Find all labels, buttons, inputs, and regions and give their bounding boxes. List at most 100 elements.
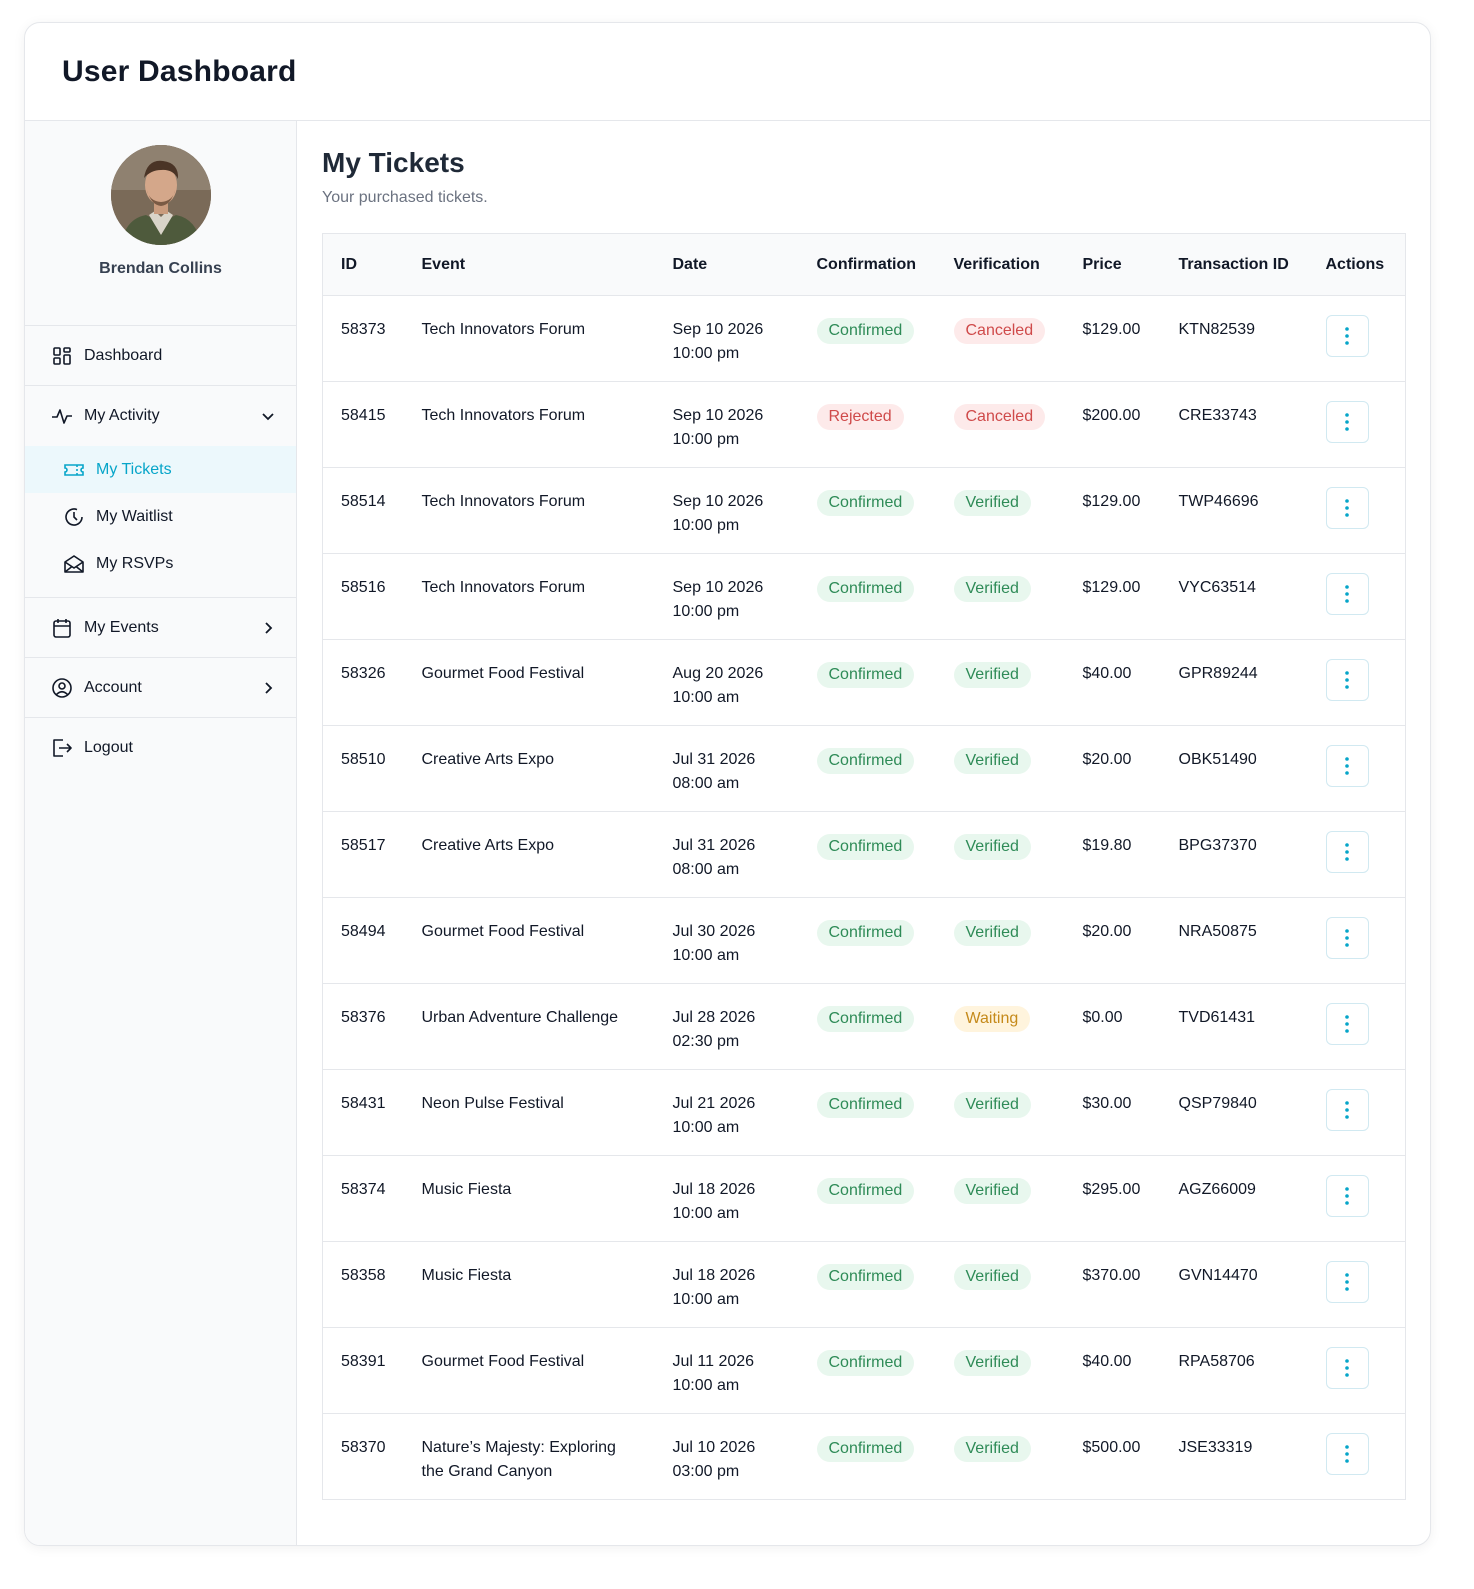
verification-badge: Verified <box>953 920 1031 946</box>
sidebar-item-my-events[interactable]: My Events <box>25 598 296 658</box>
sidebar-item-my-rsvps[interactable]: My RSVPs <box>25 540 296 587</box>
table-row: 58373 Tech Innovators Forum Sep 10 2026 10:… <box>322 296 1406 382</box>
column-header-verification[interactable]: Verification <box>935 233 1065 296</box>
row-actions-button[interactable] <box>1325 401 1369 443</box>
pulse-icon <box>51 405 73 427</box>
cell-date-time: 10:00 am <box>672 1291 740 1308</box>
cell-verification: Verified <box>936 898 1065 984</box>
ticket-icon <box>63 459 85 481</box>
cell-transaction-id: RPA58706 <box>1178 1353 1255 1370</box>
cell-transaction-id: NRA50875 <box>1178 923 1257 940</box>
row-actions-button[interactable] <box>1325 1433 1369 1475</box>
cell-id: 58374 <box>341 1181 386 1198</box>
cell-date-time: 10:00 am <box>672 947 740 964</box>
grid-icon <box>51 345 73 367</box>
cell-date-day: Jul 28 2026 <box>672 1009 756 1026</box>
row-actions-button[interactable] <box>1325 745 1369 787</box>
verification-badge: Verified <box>953 662 1031 688</box>
chevron-right-icon <box>260 680 276 696</box>
cell-date-time: 10:00 am <box>672 1377 740 1394</box>
cell-transaction-id: GVN14470 <box>1178 1267 1258 1284</box>
cell-date-day: Aug 20 2026 <box>672 665 764 682</box>
table-row: 58431 Neon Pulse Festival Jul 21 2026 10:00… <box>322 1070 1406 1156</box>
cell-actions <box>1308 1070 1406 1156</box>
cell-date-day: Sep 10 2026 <box>672 321 764 338</box>
row-actions-button[interactable] <box>1325 573 1369 615</box>
confirmation-badge: Rejected <box>816 404 904 430</box>
cell-date: Aug 20 2026 10:00 am <box>655 640 799 726</box>
cell-actions <box>1308 382 1406 468</box>
row-actions-button[interactable] <box>1325 1175 1369 1217</box>
cell-verification: Verified <box>936 640 1065 726</box>
cell-transaction-id: BPG37370 <box>1178 837 1257 854</box>
sidebar-item-my-tickets[interactable]: My Tickets <box>25 446 296 493</box>
sidebar-item-label: Dashboard <box>84 346 163 364</box>
row-actions-button[interactable] <box>1325 917 1369 959</box>
verification-badge: Verified <box>953 748 1031 774</box>
column-header-date[interactable]: Date <box>654 233 799 296</box>
cell-actions <box>1308 296 1406 382</box>
column-header-price[interactable]: Price <box>1064 233 1161 296</box>
cell-id: 58326 <box>341 665 386 682</box>
sidebar-item-activity[interactable]: My Activity <box>25 386 296 446</box>
sidebar-item-dashboard[interactable]: Dashboard <box>25 326 296 386</box>
cell-date-day: Sep 10 2026 <box>672 493 764 510</box>
cell-date-time: 10:00 am <box>672 1119 740 1136</box>
cell-event: Music Fiesta <box>421 1267 512 1284</box>
confirmation-badge: Confirmed <box>816 1092 915 1118</box>
table-row: 58494 Gourmet Food Festival Jul 30 2026 10:… <box>322 898 1406 984</box>
cell-actions <box>1308 1242 1406 1328</box>
column-header-confirmation[interactable]: Confirmation <box>798 233 936 296</box>
cell-transaction-id: OBK51490 <box>1178 751 1257 768</box>
sidebar-item-label: My Tickets <box>96 460 172 478</box>
cell-confirmation: Confirmed <box>799 296 936 382</box>
kebab-icon <box>1344 1358 1350 1378</box>
sidebar-item-account[interactable]: Account <box>25 658 296 718</box>
row-actions-button[interactable] <box>1325 487 1369 529</box>
cell-confirmation: Confirmed <box>799 726 936 812</box>
row-actions-button[interactable] <box>1325 315 1369 357</box>
confirmation-badge: Confirmed <box>816 490 915 516</box>
sidebar-item-logout[interactable]: Logout <box>25 718 296 778</box>
kebab-icon <box>1344 584 1350 604</box>
cell-date: Jul 10 2026 03:00 pm <box>655 1414 799 1500</box>
verification-badge: Canceled <box>953 318 1046 344</box>
column-header-event[interactable]: Event <box>403 233 655 296</box>
column-header-actions: Actions <box>1307 233 1406 296</box>
column-header-transaction-id[interactable]: Transaction ID <box>1160 233 1308 296</box>
cell-confirmation: Confirmed <box>799 984 936 1070</box>
cell-event: Nature’s Majesty: Exploring the Grand Ca… <box>421 1439 616 1480</box>
cell-confirmation: Confirmed <box>799 812 936 898</box>
cell-price: $500.00 <box>1082 1439 1141 1456</box>
row-actions-button[interactable] <box>1325 1003 1369 1045</box>
row-actions-button[interactable] <box>1325 831 1369 873</box>
row-actions-button[interactable] <box>1325 1347 1369 1389</box>
chevron-right-icon <box>260 620 276 636</box>
sidebar-item-my-waitlist[interactable]: My Waitlist <box>25 493 296 540</box>
tickets-table: ID Event Date Confirmation Verification … <box>322 233 1406 1500</box>
cell-date-day: Jul 18 2026 <box>672 1267 756 1284</box>
kebab-icon <box>1344 1444 1350 1464</box>
cell-date-day: Jul 30 2026 <box>672 923 756 940</box>
table-row: 58326 Gourmet Food Festival Aug 20 2026 10:… <box>322 640 1406 726</box>
cell-verification: Verified <box>936 1328 1065 1414</box>
cell-transaction-id: CRE33743 <box>1178 407 1257 424</box>
sidebar-item-label: My RSVPs <box>96 554 174 572</box>
cell-verification: Canceled <box>936 382 1065 468</box>
row-actions-button[interactable] <box>1325 1089 1369 1131</box>
table-body: 58373 Tech Innovators Forum Sep 10 2026 10:… <box>322 296 1406 1500</box>
cell-date: Jul 28 2026 02:30 pm <box>655 984 799 1070</box>
cell-date-time: 10:00 pm <box>672 517 740 534</box>
table-row: 58370 Nature’s Majesty: Exploring the Gra… <box>322 1414 1406 1500</box>
clock-icon <box>63 506 85 528</box>
cell-actions <box>1308 726 1406 812</box>
row-actions-button[interactable] <box>1325 659 1369 701</box>
kebab-icon <box>1344 1272 1350 1292</box>
column-header-id[interactable]: ID <box>322 233 404 296</box>
cell-event: Gourmet Food Festival <box>421 665 585 682</box>
cell-verification: Verified <box>936 812 1065 898</box>
row-actions-button[interactable] <box>1325 1261 1369 1303</box>
cell-actions <box>1308 554 1406 640</box>
cell-actions <box>1308 1156 1406 1242</box>
activity-group: My Activity My Tickets <box>25 386 296 598</box>
